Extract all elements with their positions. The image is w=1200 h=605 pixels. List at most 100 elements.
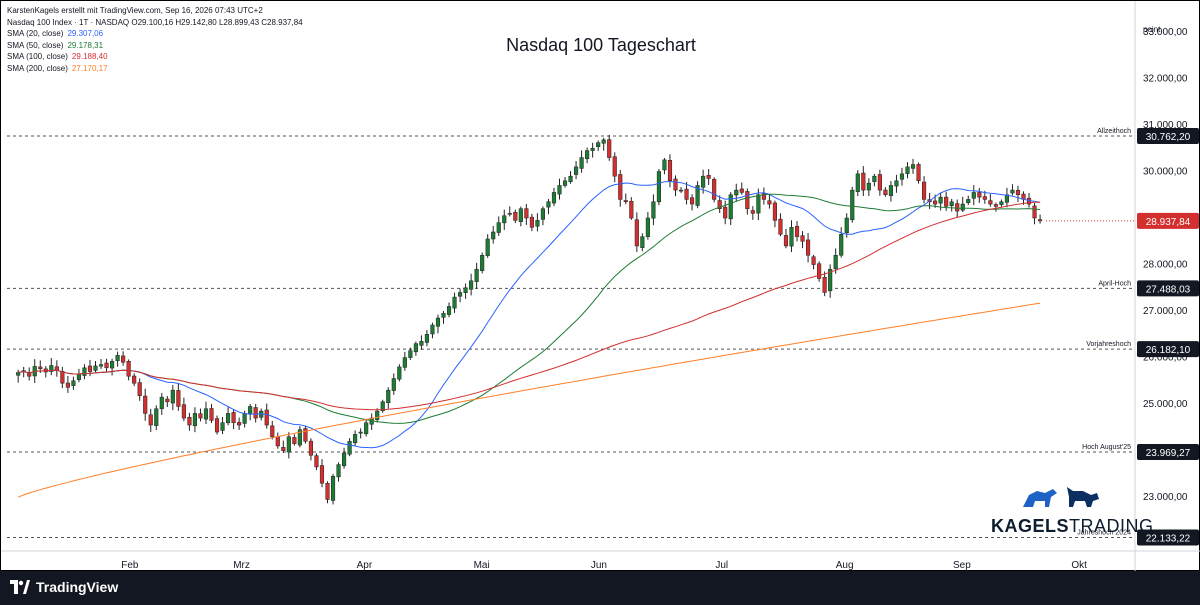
candle-body [739, 188, 744, 193]
candle-body [640, 236, 645, 248]
candle-body [916, 164, 921, 182]
candle-body [568, 175, 573, 182]
candle-body [899, 173, 905, 180]
candle-body [695, 185, 700, 206]
candle-body [828, 268, 833, 292]
level-name: Vorjahreshoch [1086, 341, 1131, 348]
candle-body [529, 216, 534, 228]
candle-body [170, 389, 175, 404]
indicator-label: SMA (50, close) [7, 40, 64, 50]
candle-body [629, 200, 634, 219]
candle-body [866, 182, 871, 191]
x-tick-label: Sep [953, 560, 971, 571]
candle-body [319, 465, 325, 484]
candle-body [1004, 194, 1009, 203]
level-badge-label: 26.182,10 [1146, 345, 1191, 356]
brand-name-bold: KAGELS [991, 516, 1070, 536]
candle-body [905, 166, 910, 174]
tradingview-logo[interactable]: TradingView [10, 579, 118, 595]
candle-body [844, 217, 849, 234]
x-tick-label: Aug [836, 560, 854, 571]
x-tick-label: Feb [121, 560, 139, 571]
candle-body [910, 164, 916, 169]
candle-body [982, 196, 987, 200]
candle-body [839, 234, 844, 256]
candle-body [971, 192, 976, 199]
candle-body [949, 201, 954, 206]
y-tick-label: 27.000,00 [1143, 306, 1188, 317]
y-tick-label: 25.000,00 [1143, 399, 1188, 410]
candle-body [143, 395, 148, 414]
candle-body [181, 404, 186, 419]
candle-body [712, 178, 717, 200]
y-tick-label: 32.000,00 [1143, 73, 1188, 84]
candle-body [585, 150, 590, 160]
level-name: April-Hoch [1098, 280, 1131, 287]
candle-body [822, 277, 827, 293]
candle-body [137, 382, 142, 396]
candle-body [474, 268, 479, 282]
candle-body [275, 436, 280, 447]
indicator-label: SMA (20, close) [7, 29, 64, 38]
indicator-sma100[interactable]: SMA (100, close) 29.188,40 [7, 51, 303, 63]
candle-body [408, 350, 413, 358]
y-axis-unit: point [1143, 25, 1161, 34]
candle-body [463, 287, 468, 293]
candle-body [513, 211, 518, 221]
tradingview-logo-text: TradingView [36, 579, 119, 595]
candle-body [115, 355, 120, 362]
candle-body [789, 227, 794, 247]
candle-body [590, 147, 595, 151]
candle-body [756, 194, 761, 214]
candle-body [159, 396, 164, 410]
candle-body [336, 464, 341, 478]
candle-body [93, 365, 98, 371]
indicator-sma20[interactable]: SMA (20, close) 29.307,06 [7, 28, 303, 40]
level-badge-label: 22.133,22 [1146, 533, 1191, 544]
candle-body [330, 475, 336, 501]
chart-header: KarstenKagels erstellt mit TradingView.c… [7, 5, 303, 74]
level-name: Jahreshoch 2024 [1077, 529, 1131, 536]
candle-body [27, 372, 32, 377]
candle-body [761, 193, 766, 200]
candle-body [347, 441, 352, 455]
candle-body [667, 159, 673, 182]
current-price-badge [1137, 212, 1199, 229]
candle-body [1032, 205, 1037, 219]
candle-body [110, 361, 115, 369]
indicator-sma50[interactable]: SMA (50, close) 29.178,31 [7, 40, 303, 52]
candle-body [446, 306, 452, 315]
candle-body [375, 410, 380, 420]
candle-body [618, 174, 623, 200]
candle-body [220, 422, 225, 431]
candle-body [132, 375, 137, 384]
candle-body [353, 434, 358, 444]
candle-body [1038, 219, 1043, 222]
candle-body [242, 413, 247, 424]
level-badge [1137, 444, 1199, 461]
indicator-sma200[interactable]: SMA (200, close) 27.170,17 [7, 63, 303, 75]
candle-body [767, 200, 772, 205]
candle-body [872, 175, 877, 182]
level-badge [1137, 529, 1199, 546]
candle-body [264, 409, 269, 426]
candle-body [402, 357, 407, 368]
brand-logo: KAGELSTRADING [991, 481, 1153, 537]
candle-body [325, 483, 330, 500]
x-tick-label: Jul [715, 560, 728, 571]
chart-plot[interactable]: point23.000,0024.000,0025.000,0026.000,0… [1, 1, 1200, 572]
candle-body [214, 418, 220, 433]
indicator-value: 29.188,40 [71, 52, 108, 61]
candle-body [546, 201, 551, 208]
current-price-label: 28.937,84 [1146, 217, 1191, 228]
candle-body [485, 238, 490, 256]
chart-frame: point23.000,0024.000,0025.000,0026.000,0… [0, 0, 1200, 572]
candle-body [413, 343, 418, 353]
x-tick-label: Okt [1071, 560, 1087, 571]
candle-body [651, 201, 656, 219]
candle-body [148, 414, 153, 426]
candle-body [87, 365, 93, 372]
candle-body [557, 185, 562, 195]
candle-body [176, 390, 181, 407]
candle-body [894, 180, 899, 187]
